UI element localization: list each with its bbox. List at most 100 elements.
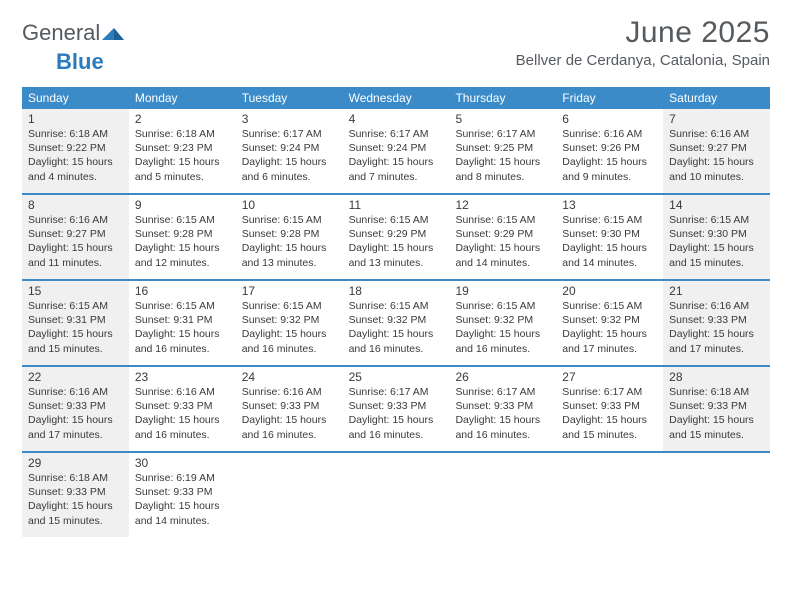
daylight-text: Daylight: 15 hours — [135, 413, 230, 427]
sunset-text: Sunset: 9:24 PM — [349, 141, 444, 155]
calendar-grid: Sunday Monday Tuesday Wednesday Thursday… — [22, 87, 770, 537]
daylight-text: Daylight: 15 hours — [28, 327, 123, 341]
day-number: 3 — [242, 112, 337, 126]
day-number: 14 — [669, 198, 764, 212]
brand-blue-row: Blue — [22, 49, 770, 75]
sunset-text: Sunset: 9:24 PM — [242, 141, 337, 155]
day-cell: 6Sunrise: 6:16 AMSunset: 9:26 PMDaylight… — [556, 109, 663, 193]
sunrise-text: Sunrise: 6:16 AM — [669, 299, 764, 313]
calendar-page: General June 2025 Bellver de Cerdanya, C… — [0, 0, 792, 553]
day-cell: 29Sunrise: 6:18 AMSunset: 9:33 PMDayligh… — [22, 453, 129, 537]
sunset-text: Sunset: 9:28 PM — [135, 227, 230, 241]
daylight-text: and 12 minutes. — [135, 256, 230, 270]
dow-wednesday: Wednesday — [343, 87, 450, 109]
daylight-text: and 9 minutes. — [562, 170, 657, 184]
daylight-text: Daylight: 15 hours — [562, 241, 657, 255]
day-number: 8 — [28, 198, 123, 212]
daylight-text: and 14 minutes. — [562, 256, 657, 270]
daylight-text: Daylight: 15 hours — [135, 499, 230, 513]
day-cell: 20Sunrise: 6:15 AMSunset: 9:32 PMDayligh… — [556, 281, 663, 365]
daylight-text: and 7 minutes. — [349, 170, 444, 184]
daylight-text: and 4 minutes. — [28, 170, 123, 184]
daylight-text: Daylight: 15 hours — [349, 327, 444, 341]
sunset-text: Sunset: 9:26 PM — [562, 141, 657, 155]
daylight-text: and 16 minutes. — [349, 342, 444, 356]
daylight-text: and 17 minutes. — [28, 428, 123, 442]
day-cell: 28Sunrise: 6:18 AMSunset: 9:33 PMDayligh… — [663, 367, 770, 451]
empty-cell — [556, 453, 663, 537]
daylight-text: and 15 minutes. — [562, 428, 657, 442]
day-number: 12 — [455, 198, 550, 212]
day-cell: 26Sunrise: 6:17 AMSunset: 9:33 PMDayligh… — [449, 367, 556, 451]
daylight-text: Daylight: 15 hours — [135, 241, 230, 255]
dow-tuesday: Tuesday — [236, 87, 343, 109]
daylight-text: Daylight: 15 hours — [669, 413, 764, 427]
daylight-text: and 16 minutes. — [135, 342, 230, 356]
daylight-text: Daylight: 15 hours — [349, 413, 444, 427]
weeks-container: 1Sunrise: 6:18 AMSunset: 9:22 PMDaylight… — [22, 109, 770, 537]
sunrise-text: Sunrise: 6:19 AM — [135, 471, 230, 485]
sunset-text: Sunset: 9:22 PM — [28, 141, 123, 155]
daylight-text: Daylight: 15 hours — [28, 155, 123, 169]
daylight-text: and 13 minutes. — [349, 256, 444, 270]
day-number: 5 — [455, 112, 550, 126]
sunset-text: Sunset: 9:33 PM — [669, 313, 764, 327]
day-cell: 15Sunrise: 6:15 AMSunset: 9:31 PMDayligh… — [22, 281, 129, 365]
daylight-text: and 15 minutes. — [28, 514, 123, 528]
daylight-text: Daylight: 15 hours — [669, 327, 764, 341]
sunset-text: Sunset: 9:27 PM — [669, 141, 764, 155]
sunset-text: Sunset: 9:33 PM — [135, 399, 230, 413]
daylight-text: and 11 minutes. — [28, 256, 123, 270]
daylight-text: Daylight: 15 hours — [135, 155, 230, 169]
sunset-text: Sunset: 9:33 PM — [455, 399, 550, 413]
sunset-text: Sunset: 9:32 PM — [242, 313, 337, 327]
sunset-text: Sunset: 9:31 PM — [28, 313, 123, 327]
day-number: 10 — [242, 198, 337, 212]
daylight-text: and 16 minutes. — [349, 428, 444, 442]
day-number: 6 — [562, 112, 657, 126]
sunrise-text: Sunrise: 6:15 AM — [135, 213, 230, 227]
day-cell: 24Sunrise: 6:16 AMSunset: 9:33 PMDayligh… — [236, 367, 343, 451]
daylight-text: and 14 minutes. — [455, 256, 550, 270]
day-cell: 10Sunrise: 6:15 AMSunset: 9:28 PMDayligh… — [236, 195, 343, 279]
day-number: 4 — [349, 112, 444, 126]
day-cell: 3Sunrise: 6:17 AMSunset: 9:24 PMDaylight… — [236, 109, 343, 193]
sunrise-text: Sunrise: 6:17 AM — [455, 127, 550, 141]
sunrise-text: Sunrise: 6:15 AM — [135, 299, 230, 313]
daylight-text: Daylight: 15 hours — [135, 327, 230, 341]
day-number: 18 — [349, 284, 444, 298]
day-cell: 23Sunrise: 6:16 AMSunset: 9:33 PMDayligh… — [129, 367, 236, 451]
day-number: 27 — [562, 370, 657, 384]
sunset-text: Sunset: 9:32 PM — [349, 313, 444, 327]
sunrise-text: Sunrise: 6:16 AM — [669, 127, 764, 141]
sunrise-text: Sunrise: 6:15 AM — [455, 213, 550, 227]
day-cell: 13Sunrise: 6:15 AMSunset: 9:30 PMDayligh… — [556, 195, 663, 279]
daylight-text: Daylight: 15 hours — [242, 155, 337, 169]
day-cell: 25Sunrise: 6:17 AMSunset: 9:33 PMDayligh… — [343, 367, 450, 451]
sunset-text: Sunset: 9:32 PM — [562, 313, 657, 327]
dow-sunday: Sunday — [22, 87, 129, 109]
daylight-text: and 15 minutes. — [669, 256, 764, 270]
sunrise-text: Sunrise: 6:18 AM — [28, 471, 123, 485]
sunrise-text: Sunrise: 6:15 AM — [242, 213, 337, 227]
day-number: 29 — [28, 456, 123, 470]
sunrise-text: Sunrise: 6:17 AM — [562, 385, 657, 399]
day-cell: 1Sunrise: 6:18 AMSunset: 9:22 PMDaylight… — [22, 109, 129, 193]
sunrise-text: Sunrise: 6:15 AM — [669, 213, 764, 227]
sunset-text: Sunset: 9:30 PM — [669, 227, 764, 241]
daylight-text: Daylight: 15 hours — [349, 241, 444, 255]
day-number: 24 — [242, 370, 337, 384]
daylight-text: Daylight: 15 hours — [349, 155, 444, 169]
sunrise-text: Sunrise: 6:15 AM — [28, 299, 123, 313]
sunrise-text: Sunrise: 6:17 AM — [349, 127, 444, 141]
sunrise-text: Sunrise: 6:16 AM — [242, 385, 337, 399]
day-number: 2 — [135, 112, 230, 126]
sunrise-text: Sunrise: 6:15 AM — [562, 299, 657, 313]
daylight-text: and 6 minutes. — [242, 170, 337, 184]
dow-thursday: Thursday — [449, 87, 556, 109]
daylight-text: Daylight: 15 hours — [455, 327, 550, 341]
daylight-text: and 16 minutes. — [455, 342, 550, 356]
day-number: 1 — [28, 112, 123, 126]
day-cell: 5Sunrise: 6:17 AMSunset: 9:25 PMDaylight… — [449, 109, 556, 193]
daylight-text: Daylight: 15 hours — [242, 413, 337, 427]
